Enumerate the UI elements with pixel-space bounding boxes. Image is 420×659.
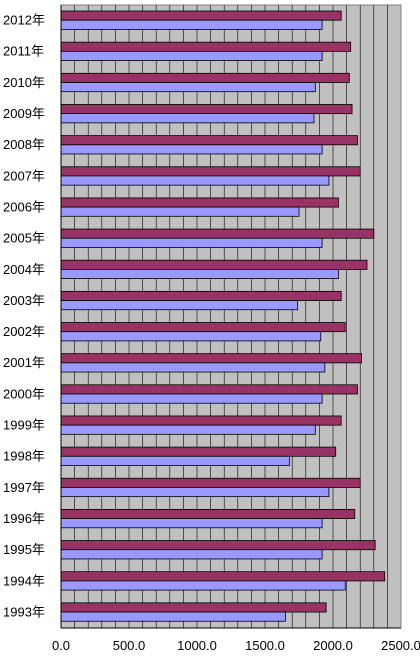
bar-series-2: [60, 362, 326, 373]
y-category-label: 1997年: [3, 480, 45, 495]
bar-series-2: [60, 455, 290, 466]
y-category-label: 2004年: [3, 262, 45, 277]
y-category-label: 2001年: [3, 355, 45, 370]
bar-series-1: [60, 135, 358, 146]
y-category-label: 2005年: [3, 231, 45, 246]
y-category-label: 2000年: [3, 386, 45, 401]
bar-series-2: [60, 300, 299, 311]
x-tick-label: 2500.0: [381, 638, 420, 653]
bar-series-1: [60, 104, 353, 115]
y-axis-categories: 2012年 2011年 2010年 2009年 2008年 2007年 2006年 2005年…: [3, 13, 45, 620]
bar-series-2: [60, 144, 323, 155]
bar-series-1: [60, 571, 386, 582]
bar-series-2: [60, 19, 323, 30]
bar-series-2: [60, 237, 323, 248]
bar-series-1: [60, 166, 361, 177]
bar-series-2: [60, 518, 323, 529]
y-category-label: 1998年: [3, 449, 45, 464]
y-category-label: 2002年: [3, 324, 45, 339]
x-tick-label: 2000.0: [313, 638, 353, 653]
bar-series-2: [60, 50, 323, 61]
bar-series-2: [60, 393, 323, 404]
bar-series-2: [60, 611, 286, 622]
x-tick-label: 0.0: [52, 638, 70, 653]
bar-series-2: [60, 268, 339, 279]
bar-series-1: [60, 290, 342, 301]
y-category-label: 2003年: [3, 293, 45, 308]
bar-series-1: [60, 197, 339, 208]
bar-series-1: [60, 228, 375, 239]
bar-series-2: [60, 549, 323, 560]
y-category-label: 2007年: [3, 168, 45, 183]
bar-series-1: [60, 415, 342, 426]
x-axis-ticks: 0.0 500.0 1000.0 1500.0 2000.0 2500.0: [52, 638, 420, 653]
y-category-label: 2009年: [3, 106, 45, 121]
y-category-label: 2012年: [3, 13, 45, 28]
bar-series-1: [60, 322, 346, 333]
bar-series-2: [60, 175, 330, 186]
y-category-label: 2010年: [3, 75, 45, 90]
bar-series-1: [60, 72, 350, 83]
y-category-label: 1999年: [3, 418, 45, 433]
bar-series-1: [60, 10, 342, 21]
bar-series-1: [60, 477, 361, 488]
bar-series-2: [60, 82, 316, 93]
bar-series-1: [60, 353, 362, 364]
bar-series-1: [60, 508, 356, 519]
y-category-label: 2006年: [3, 199, 45, 214]
bar-series-2: [60, 580, 346, 591]
y-category-label: 1995年: [3, 542, 45, 557]
bar-series-1: [60, 446, 337, 457]
bar-series-2: [60, 424, 316, 435]
x-tick-label: 1500.0: [245, 638, 285, 653]
x-tick-label: 1000.0: [177, 638, 217, 653]
bar-series-1: [60, 41, 352, 52]
y-category-label: 2011年: [3, 44, 44, 59]
bar-series-1: [60, 602, 327, 613]
y-category-label: 1996年: [3, 511, 45, 526]
bar-series-2: [60, 331, 322, 342]
bar-series-1: [60, 259, 368, 270]
bar-series-2: [60, 487, 330, 498]
plot-area: [60, 4, 402, 629]
y-category-label: 2008年: [3, 137, 45, 152]
x-tick-label: 500.0: [113, 638, 146, 653]
y-category-label: 1994年: [3, 573, 45, 588]
bar-series-1: [60, 540, 376, 551]
bar-series-1: [60, 384, 358, 395]
bar-series-2: [60, 206, 300, 217]
bar-series-2: [60, 113, 315, 124]
y-category-label: 1993年: [3, 604, 45, 619]
